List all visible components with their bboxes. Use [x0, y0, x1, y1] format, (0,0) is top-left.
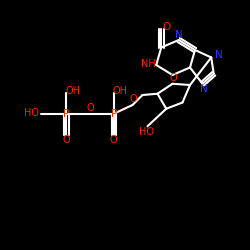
Text: P: P: [110, 109, 117, 119]
Text: HO: HO: [139, 127, 154, 137]
Text: N: N: [176, 30, 183, 40]
Text: O: O: [170, 73, 177, 83]
Text: N: N: [200, 84, 208, 94]
Text: O: O: [110, 135, 118, 145]
Text: O: O: [86, 103, 94, 113]
Text: O: O: [62, 135, 70, 145]
Text: HO: HO: [24, 108, 39, 118]
Text: OH: OH: [112, 86, 128, 96]
Text: OH: OH: [65, 86, 80, 96]
Text: NH: NH: [142, 59, 156, 69]
Text: O: O: [162, 22, 171, 32]
Text: P: P: [63, 109, 70, 119]
Text: N: N: [215, 50, 223, 60]
Text: O: O: [130, 94, 138, 104]
